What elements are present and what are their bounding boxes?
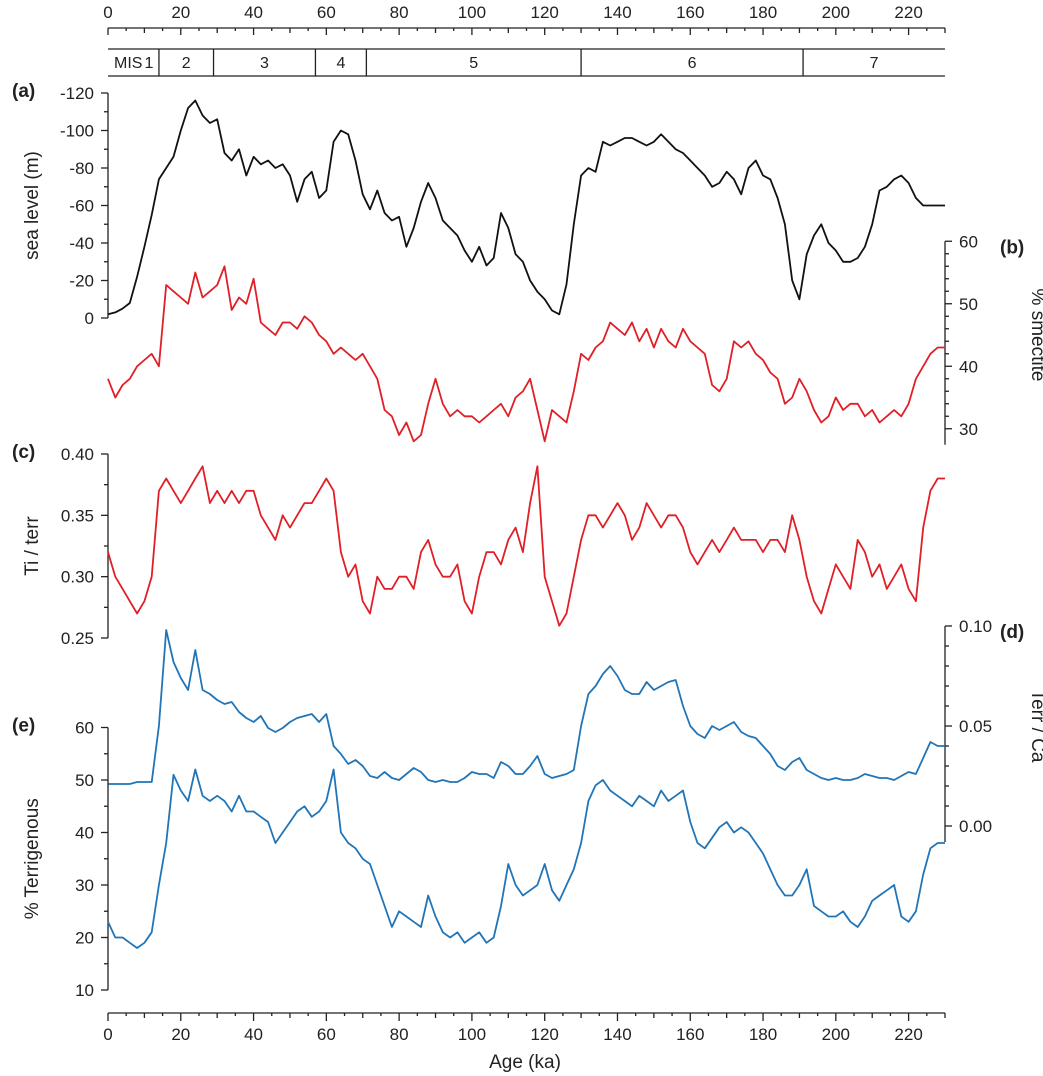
bottom-axis-tick-label: 200 (822, 1025, 850, 1044)
panel-letter: (b) (1000, 237, 1024, 258)
bottom-axis-tick-label: 180 (749, 1025, 777, 1044)
y-axis-tick-label: 50 (959, 295, 978, 314)
y-axis-tick-label: 0.35 (61, 506, 94, 525)
mis-stage-label: 5 (469, 55, 478, 72)
mis-stage-label: 2 (182, 55, 191, 72)
bottom-axis-tick-label: 140 (603, 1025, 631, 1044)
panel-d: 0.00 0.05 0.10 Terr / Ca (d) (108, 617, 1043, 842)
y-axis-title: % smectite (1027, 289, 1043, 382)
y-axis-tick-label: 0.05 (959, 717, 992, 736)
mis-stage-label: 6 (688, 55, 697, 72)
top-age-axis: 0 20 40 60 80 100 120 140 160 180 200 220 (103, 3, 946, 35)
y-axis-tick-label: -120 (60, 84, 94, 103)
y-axis-tick-label: 0 (85, 309, 94, 328)
series-line (108, 629, 945, 785)
bottom-axis-tick-label: 160 (676, 1025, 704, 1044)
series-line (107, 265, 945, 443)
y-axis-tick-label: 0.30 (61, 568, 94, 587)
y-axis-tick-label: -100 (60, 122, 94, 141)
y-axis-tick-label: 30 (75, 876, 94, 895)
y-axis-title: Terr / Ca (1027, 690, 1043, 763)
bottom-axis-tick-label: 120 (531, 1025, 559, 1044)
y-axis-tick-label: 0.10 (959, 617, 992, 636)
bottom-axis-tick-label: 100 (458, 1025, 486, 1044)
mis-stage-label: 7 (870, 55, 879, 72)
top-axis-tick-label: 60 (317, 3, 336, 22)
y-axis-tick-label: 50 (75, 771, 94, 790)
bottom-axis-tick-label: 0 (103, 1025, 112, 1044)
y-axis-title: % Terrigenous (22, 798, 43, 919)
y-axis-tick-label: 20 (75, 929, 94, 948)
top-axis-tick-label: 40 (244, 3, 263, 22)
y-axis-tick-label: -20 (69, 272, 94, 291)
y-axis-title: Ti / terr (22, 516, 43, 576)
panel-letter: (e) (12, 716, 35, 737)
top-axis-tick-label: 80 (390, 3, 409, 22)
mis-stage-label: 4 (336, 55, 345, 72)
y-axis-tick-label: 60 (75, 719, 94, 738)
y-axis-tick-label: 0.25 (61, 629, 94, 648)
bottom-axis-tick-label: 20 (171, 1025, 190, 1044)
panel-letter: (a) (12, 81, 35, 102)
y-axis-tick-label: 0.40 (61, 445, 94, 464)
mis-label: MIS (114, 55, 142, 72)
x-axis-title: Age (ka) (489, 1052, 561, 1073)
y-axis-tick-label: 0.00 (959, 817, 992, 836)
bottom-age-axis: Age (ka) 0 20 40 60 80 100 120 140 160 180 200 220 (103, 1012, 946, 1073)
panel-letter: (d) (1000, 622, 1024, 643)
y-axis-tick-label: -40 (69, 234, 94, 253)
panel-a: -120 -100 -80 -60 -40 -20 0 sea level (m) (a) (12, 81, 945, 328)
top-axis-tick-label: 20 (171, 3, 190, 22)
series-line (107, 465, 945, 627)
top-axis-tick-label: 160 (676, 3, 704, 22)
top-axis-tick-label: 200 (822, 3, 850, 22)
data-panels: -120 -100 -80 -60 -40 -20 0 sea level (m) (a) 30 4… (12, 81, 1043, 1000)
top-axis-tick-label: 100 (458, 3, 486, 22)
y-axis-tick-label: 10 (75, 981, 94, 1000)
mis-stage-label: 1 (144, 55, 153, 72)
mis-stage-label: 3 (260, 55, 269, 72)
y-axis-tick-label: -60 (69, 197, 94, 216)
y-axis-tick-label: 40 (959, 357, 978, 376)
panel-b: 30 40 50 60 % smectite (b) (107, 232, 1043, 445)
bottom-axis-tick-label: 80 (390, 1025, 409, 1044)
top-axis-tick-label: 220 (894, 3, 922, 22)
series-line (107, 768, 945, 949)
top-axis-tick-label: 180 (749, 3, 777, 22)
bottom-axis-tick-label: 220 (894, 1025, 922, 1044)
y-axis-tick-label: -80 (69, 159, 94, 178)
panel-e: 10 20 30 40 50 60 % Terrigenous (e) (12, 716, 945, 1000)
y-axis-tick-label: 40 (75, 824, 94, 843)
bottom-axis-tick-label: 60 (317, 1025, 336, 1044)
panel-c: 0.25 0.30 0.35 0.40 Ti / terr (c) (12, 442, 945, 648)
top-axis-tick-label: 140 (603, 3, 631, 22)
series-line (107, 99, 945, 316)
y-axis-tick-label: 60 (959, 232, 978, 251)
y-axis-title: sea level (m) (22, 151, 43, 260)
bottom-axis-tick-label: 40 (244, 1025, 263, 1044)
mis-stage-bar: MIS 1 2 3 4 5 6 7 (108, 48, 945, 77)
y-axis-tick-label: 30 (959, 420, 978, 439)
panel-letter: (c) (12, 442, 35, 463)
top-axis-tick-label: 0 (103, 3, 112, 22)
top-axis-tick-label: 120 (531, 3, 559, 22)
